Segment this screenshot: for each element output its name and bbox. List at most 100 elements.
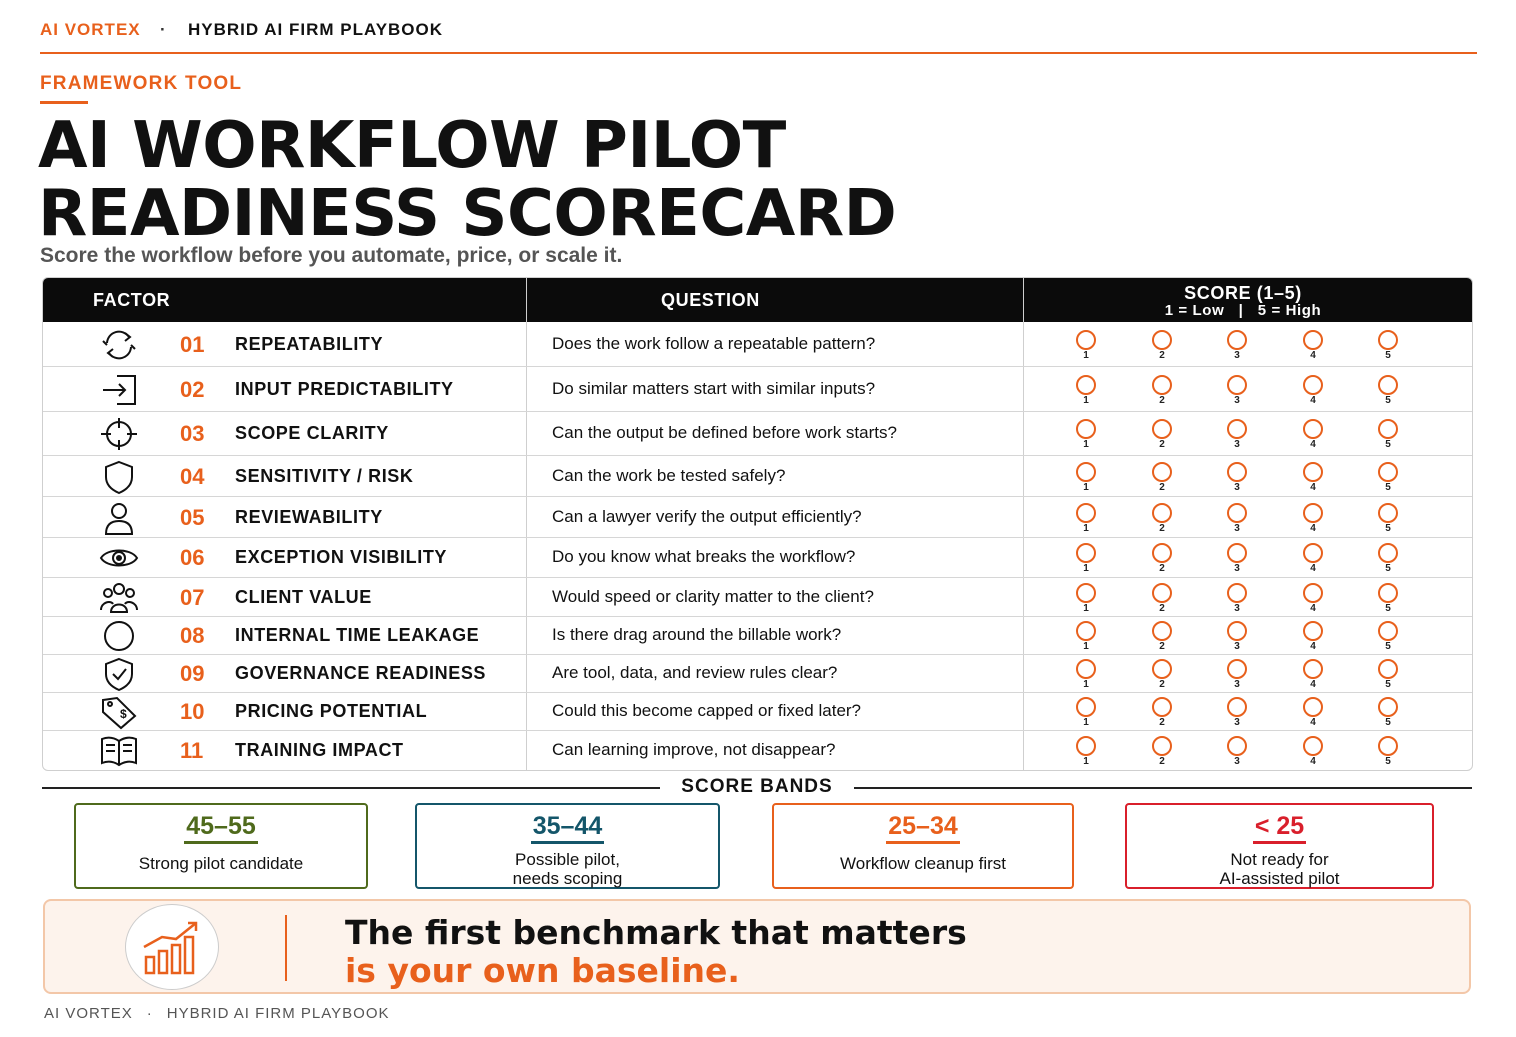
factor-name: REPEATABILITY xyxy=(235,334,384,354)
score-radio-4[interactable]: 4 xyxy=(1303,736,1325,767)
book-icon xyxy=(99,733,139,769)
radio-circle-icon xyxy=(1076,330,1096,350)
score-value-label: 4 xyxy=(1310,523,1316,534)
score-radio-5[interactable]: 5 xyxy=(1378,583,1400,614)
score-radio-4[interactable]: 4 xyxy=(1303,462,1325,493)
score-radio-1[interactable]: 1 xyxy=(1076,462,1098,493)
score-radio-3[interactable]: 3 xyxy=(1227,330,1249,361)
radio-circle-icon xyxy=(1227,583,1247,603)
score-radio-4[interactable]: 4 xyxy=(1303,583,1325,614)
score-radio-5[interactable]: 5 xyxy=(1378,659,1400,690)
score-value-label: 1 xyxy=(1083,717,1089,728)
radio-circle-icon xyxy=(1227,330,1247,350)
score-radio-3[interactable]: 3 xyxy=(1227,503,1249,534)
score-radio-4[interactable]: 4 xyxy=(1303,659,1325,690)
radio-circle-icon xyxy=(1303,583,1323,603)
radio-circle-icon xyxy=(1152,462,1172,482)
score-band-strong: 45–55 Strong pilot candidate xyxy=(74,803,368,889)
score-value-label: 5 xyxy=(1385,603,1391,614)
score-radio-3[interactable]: 3 xyxy=(1227,697,1249,728)
score-radio-3[interactable]: 3 xyxy=(1227,659,1249,690)
score-radio-2[interactable]: 2 xyxy=(1152,462,1174,493)
score-radio-4[interactable]: 4 xyxy=(1303,503,1325,534)
header-factor: FACTOR xyxy=(93,290,171,310)
circle-icon xyxy=(99,618,139,654)
score-radio-1[interactable]: 1 xyxy=(1076,659,1098,690)
factor-question: Would speed or clarity matter to the cli… xyxy=(552,587,874,606)
score-value-label: 3 xyxy=(1234,395,1240,406)
kicker-underline xyxy=(40,101,88,104)
factor-name: REVIEWABILITY xyxy=(235,507,383,527)
score-radio-2[interactable]: 2 xyxy=(1152,330,1174,361)
score-radio-5[interactable]: 5 xyxy=(1378,419,1400,450)
score-radio-4[interactable]: 4 xyxy=(1303,419,1325,450)
factor-name: PRICING POTENTIAL xyxy=(235,701,428,721)
score-radio-3[interactable]: 3 xyxy=(1227,583,1249,614)
score-radio-3[interactable]: 3 xyxy=(1227,462,1249,493)
radio-circle-icon xyxy=(1378,462,1398,482)
score-radio-4[interactable]: 4 xyxy=(1303,697,1325,728)
score-value-label: 2 xyxy=(1159,563,1165,574)
score-radio-3[interactable]: 3 xyxy=(1227,621,1249,652)
score-radio-5[interactable]: 5 xyxy=(1378,543,1400,574)
score-radio-3[interactable]: 3 xyxy=(1227,375,1249,406)
score-radio-5[interactable]: 5 xyxy=(1378,462,1400,493)
radio-circle-icon xyxy=(1227,462,1247,482)
score-radio-4[interactable]: 4 xyxy=(1303,621,1325,652)
score-value-label: 1 xyxy=(1083,563,1089,574)
score-radio-3[interactable]: 3 xyxy=(1227,419,1249,450)
score-radio-2[interactable]: 2 xyxy=(1152,736,1174,767)
band-description: Strong pilot candidate xyxy=(138,854,304,873)
refresh-icon xyxy=(99,327,139,363)
factor-name: EXCEPTION VISIBILITY xyxy=(235,547,448,567)
score-radio-2[interactable]: 2 xyxy=(1152,503,1174,534)
score-radio-5[interactable]: 5 xyxy=(1378,697,1400,728)
radio-circle-icon xyxy=(1076,621,1096,641)
score-value-label: 4 xyxy=(1310,679,1316,690)
radio-circle-icon xyxy=(1378,375,1398,395)
score-radio-1[interactable]: 1 xyxy=(1076,375,1098,406)
score-radio-5[interactable]: 5 xyxy=(1378,375,1400,406)
factor-name: INTERNAL TIME LEAKAGE xyxy=(235,625,480,645)
score-radio-5[interactable]: 5 xyxy=(1378,330,1400,361)
radio-circle-icon xyxy=(1076,736,1096,756)
score-radio-1[interactable]: 1 xyxy=(1076,621,1098,652)
score-radio-1[interactable]: 1 xyxy=(1076,697,1098,728)
score-radio-4[interactable]: 4 xyxy=(1303,375,1325,406)
score-value-label: 4 xyxy=(1310,756,1316,767)
title-line-1: AI WORKFLOW PILOT xyxy=(38,109,786,183)
score-radio-1[interactable]: 1 xyxy=(1076,736,1098,767)
shield-icon xyxy=(99,459,139,495)
growth-chart-icon xyxy=(125,904,219,990)
score-radio-2[interactable]: 2 xyxy=(1152,419,1174,450)
divider-line xyxy=(42,787,660,789)
score-radio-2[interactable]: 2 xyxy=(1152,583,1174,614)
radio-circle-icon xyxy=(1152,583,1172,603)
factor-name: GOVERNANCE READINESS xyxy=(235,663,487,683)
score-radio-2[interactable]: 2 xyxy=(1152,659,1174,690)
score-radio-2[interactable]: 2 xyxy=(1152,621,1174,652)
score-radio-1[interactable]: 1 xyxy=(1076,543,1098,574)
score-radio-2[interactable]: 2 xyxy=(1152,543,1174,574)
score-radio-2[interactable]: 2 xyxy=(1152,697,1174,728)
score-radio-5[interactable]: 5 xyxy=(1378,621,1400,652)
table-row: 09 GOVERNANCE READINESS Are tool, data, an… xyxy=(43,655,1472,693)
radio-circle-icon xyxy=(1152,621,1172,641)
radio-circle-icon xyxy=(1378,621,1398,641)
band-range: 35–44 xyxy=(530,811,605,844)
score-value-label: 2 xyxy=(1159,395,1165,406)
score-radio-1[interactable]: 1 xyxy=(1076,503,1098,534)
score-radio-5[interactable]: 5 xyxy=(1378,503,1400,534)
score-radio-5[interactable]: 5 xyxy=(1378,736,1400,767)
score-radio-3[interactable]: 3 xyxy=(1227,543,1249,574)
score-radio-4[interactable]: 4 xyxy=(1303,543,1325,574)
factor-number: 02 xyxy=(180,377,205,402)
radio-circle-icon xyxy=(1227,697,1247,717)
header-question: QUESTION xyxy=(661,290,760,310)
score-radio-3[interactable]: 3 xyxy=(1227,736,1249,767)
score-radio-2[interactable]: 2 xyxy=(1152,375,1174,406)
score-radio-1[interactable]: 1 xyxy=(1076,419,1098,450)
score-radio-4[interactable]: 4 xyxy=(1303,330,1325,361)
score-radio-1[interactable]: 1 xyxy=(1076,583,1098,614)
score-radio-1[interactable]: 1 xyxy=(1076,330,1098,361)
